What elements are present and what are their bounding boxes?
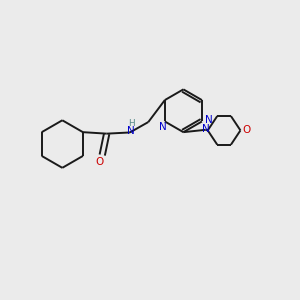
Text: O: O [243,125,251,135]
Text: N: N [205,115,212,125]
Text: O: O [95,157,103,166]
Text: N: N [127,126,135,136]
Text: N: N [159,122,166,132]
Text: N: N [202,124,210,134]
Text: H: H [128,119,134,128]
